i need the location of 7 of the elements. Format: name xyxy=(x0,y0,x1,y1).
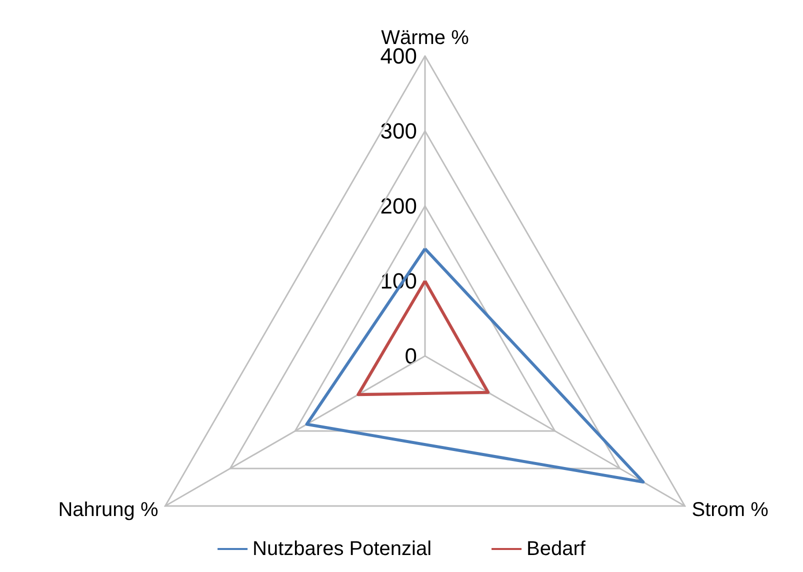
legend-label: Nutzbares Potenzial xyxy=(252,538,432,560)
legend-label: Bedarf xyxy=(526,538,586,560)
y-tick-label: 300 xyxy=(380,118,417,144)
spoke-label: Strom % xyxy=(692,499,769,521)
y-tick-label: 200 xyxy=(380,194,417,218)
y-tick-label: 0 xyxy=(404,344,417,368)
spoke-label: Nahrung % xyxy=(58,499,158,521)
